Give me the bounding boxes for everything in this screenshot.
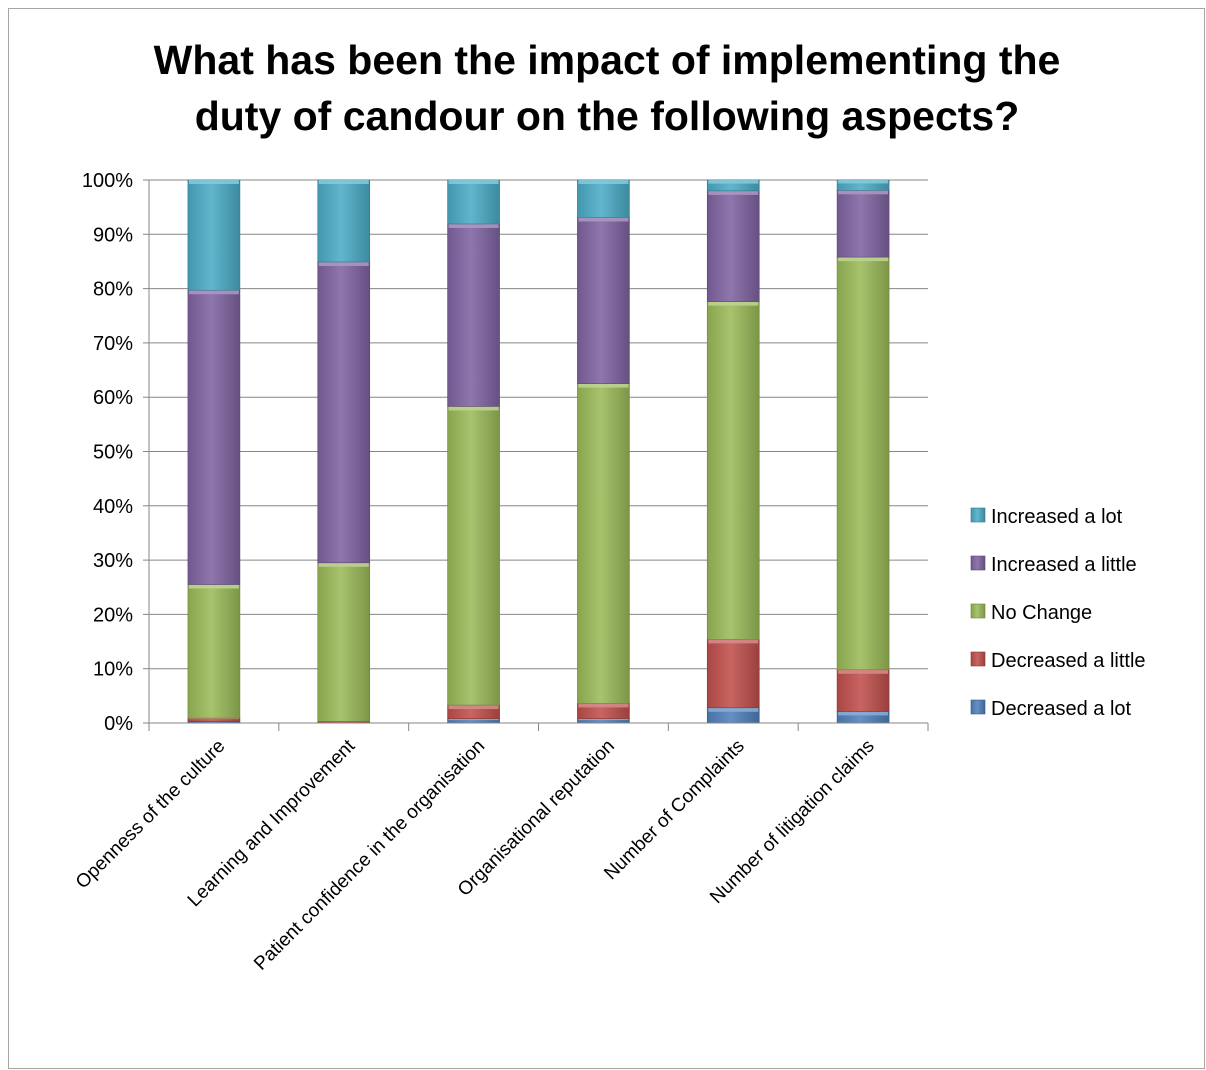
bar-segment-no-change: [577, 383, 630, 704]
bar-segment-increased-a-little: [447, 223, 500, 407]
bar-segment-no-change: [317, 562, 371, 722]
legend-label: Decreased a little: [991, 650, 1146, 672]
bar-segment-highlight: [448, 223, 499, 228]
legend-swatch: [970, 651, 986, 667]
bar-segment-no-change: [836, 256, 890, 671]
bar-segment-no-change: [706, 301, 760, 640]
chart-title-line: duty of candour on the following aspects…: [195, 93, 1020, 139]
legend-swatch: [970, 507, 986, 523]
legend-swatch: [970, 555, 986, 571]
bar-segment-highlight: [578, 718, 629, 721]
y-tick-label: 50%: [93, 442, 133, 464]
bar-segment-highlight: [318, 261, 369, 266]
bar-segment-highlight: [708, 707, 759, 712]
y-tick-label: 70%: [93, 333, 133, 355]
legend-swatch: [970, 603, 986, 619]
x-category-label: Number of Complaints: [600, 736, 749, 885]
y-tick-label: 30%: [93, 550, 133, 572]
bar-segment-increased-a-lot: [187, 179, 241, 291]
gridlines: [149, 179, 928, 670]
legend-label: No Change: [991, 602, 1092, 624]
bar-segment-decreased-a-little: [706, 639, 760, 709]
y-tick-label: 40%: [93, 496, 133, 518]
y-tick-label: 100%: [82, 170, 133, 192]
bar-segment-highlight: [838, 711, 889, 716]
chart-frame: What has been the impact of implementing…: [8, 8, 1205, 1069]
bar-segment-highlight: [448, 180, 499, 184]
chart-title: What has been the impact of implementing…: [154, 37, 1061, 139]
legend-swatch: [970, 699, 986, 715]
chart-title-line: What has been the impact of implementing…: [154, 37, 1061, 83]
bar-segment-increased-a-lot: [447, 179, 500, 225]
bar-segment-highlight: [188, 718, 239, 720]
bar-segment-highlight: [708, 180, 759, 184]
bar-segment-highlight: [838, 180, 889, 184]
bar-segment-highlight: [708, 639, 759, 644]
bar-segment-highlight: [708, 301, 759, 306]
bar-segment-highlight: [838, 257, 889, 262]
y-tick-label: 10%: [93, 659, 133, 681]
bar-segment-highlight: [318, 180, 369, 184]
y-tick-labels: 0% 10% 20% 30% 40% 50% 60% 70% 80% 90% 100%: [82, 170, 133, 735]
bar-segment-increased-a-little: [187, 289, 241, 585]
bar-segment-decreased-a-little: [836, 669, 890, 712]
bar-segment-increased-a-little: [836, 190, 890, 258]
bar-segment-highlight: [578, 703, 629, 708]
bar-segment-highlight: [188, 290, 239, 295]
bars: [187, 179, 890, 724]
bar-segment-increased-a-lot: [577, 179, 630, 218]
bar-segment-highlight: [318, 562, 369, 567]
bar-segment-highlight: [578, 180, 629, 184]
bar-segment-highlight: [838, 669, 889, 674]
legend: Increased a lot Increased a little No Chan…: [970, 506, 1146, 720]
bar-segment-highlight: [838, 190, 889, 195]
bar-segment-highlight: [448, 718, 499, 721]
bar-segment-highlight: [188, 584, 239, 589]
y-tick-label: 60%: [93, 387, 133, 409]
bar-segment-highlight: [578, 217, 629, 222]
bar-segment-highlight: [708, 190, 759, 195]
bar-segment-highlight: [578, 383, 629, 388]
bar-segment-no-change: [447, 406, 500, 706]
axes: [143, 179, 929, 731]
bar-segment-highlight: [188, 180, 239, 184]
y-tick-label: 20%: [93, 604, 133, 626]
bar-segment-increased-a-little: [317, 261, 371, 564]
chart-svg: What has been the impact of implementing…: [72, 37, 1146, 975]
legend-label: Increased a little: [991, 554, 1137, 576]
bar-segment-highlight: [448, 705, 499, 710]
legend-label: Increased a lot: [991, 506, 1123, 528]
bar-segment-increased-a-little: [706, 190, 760, 302]
bar-segment-increased-a-little: [577, 217, 630, 384]
y-tick-label: 0%: [104, 713, 133, 735]
legend-label: Decreased a lot: [991, 698, 1132, 720]
x-category-label: Openness of the culture: [72, 736, 230, 894]
bar-segment-increased-a-lot: [317, 179, 371, 263]
bar-segment-highlight: [448, 406, 499, 411]
bar-segment-no-change: [187, 584, 241, 719]
y-tick-label: 80%: [93, 279, 133, 301]
x-category-label: Patient confidence in the organisation: [250, 736, 489, 975]
y-tick-label: 90%: [93, 224, 133, 246]
